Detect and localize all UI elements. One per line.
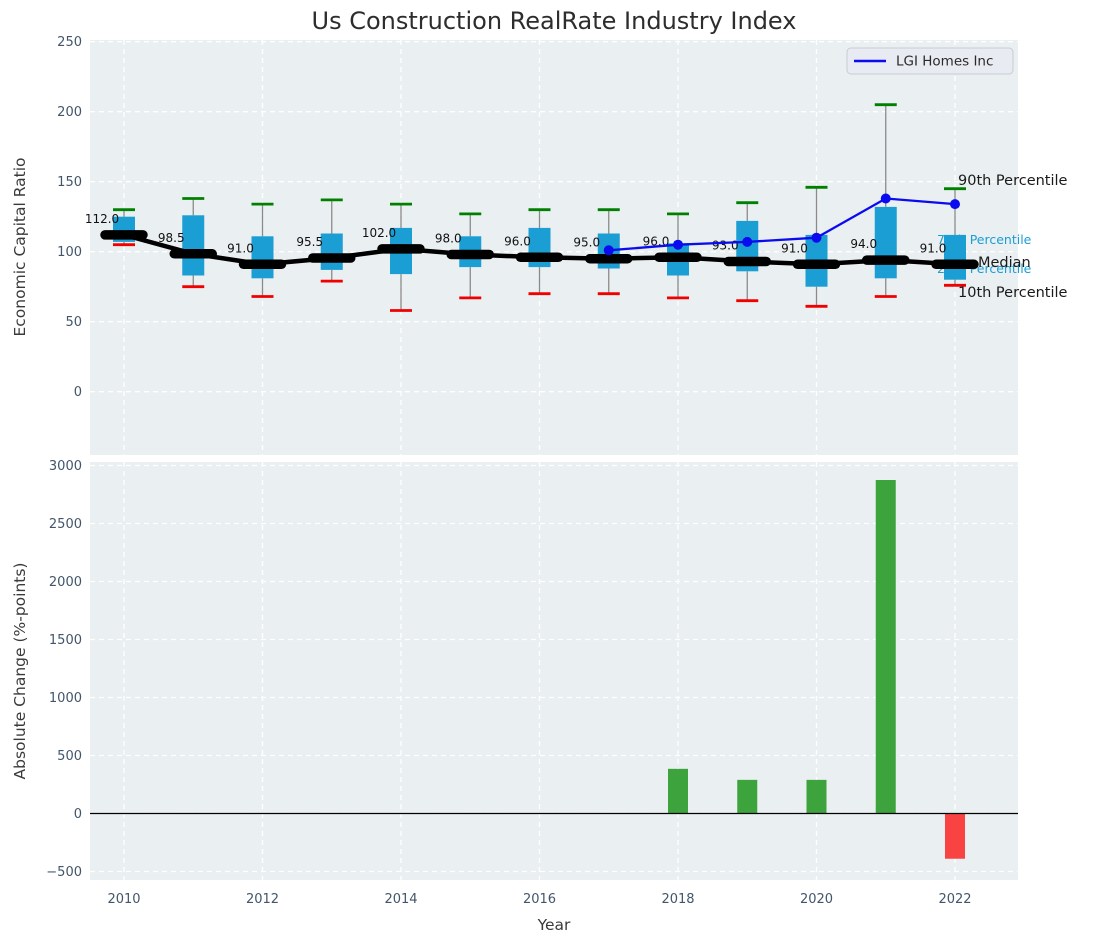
lgi-marker [604,245,614,255]
median-value-label: 93.0 [712,239,739,253]
annotation-median: Median [978,255,1031,271]
median-value-label: 112.0 [85,212,119,226]
median-value-label: 91.0 [781,241,808,255]
median-value-label: 96.0 [504,234,531,248]
legend: LGI Homes Inc [847,48,1013,74]
x-axis-label: Year [537,916,571,934]
chart-canvas: 75th Percentile 25th Percentile Median 1… [0,0,1093,942]
bottom-y-tick-label: 500 [57,749,82,764]
top-y-tick-label: 50 [65,315,82,330]
x-tick-label: 2010 [107,892,140,907]
bar-positive [737,780,757,814]
median-value-label: 95.5 [296,235,323,249]
median-value-label: 91.0 [920,241,947,255]
lgi-marker [742,237,752,247]
bar-positive [876,480,896,814]
annotation-90th-percentile: 90th Percentile [958,173,1068,189]
top-y-axis-label: Economic Capital Ratio [11,157,29,336]
bar-negative [945,814,965,859]
x-tick-label: 2016 [523,892,556,907]
top-y-tick-label: 250 [57,35,82,50]
x-tick-label: 2012 [246,892,279,907]
x-tick-label: 2020 [800,892,833,907]
chart-title: Us Construction RealRate Industry Index [312,7,797,35]
legend-label: LGI Homes Inc [896,54,993,70]
x-tick-label: 2022 [938,892,971,907]
iqr-box [182,215,204,275]
bottom-y-tick-label: 1500 [49,633,82,648]
iqr-box [321,234,343,270]
iqr-box [875,207,897,278]
bottom-y-axis-label: Absolute Change (%-points) [11,563,29,780]
top-y-tick-label: 0 [74,385,82,400]
bottom-y-tick-label: 0 [74,807,82,822]
top-y-tick-label: 200 [57,105,82,120]
iqr-box [944,235,966,280]
bar-positive [807,780,827,814]
iqr-box [252,236,274,278]
lgi-marker [881,194,891,204]
top-y-tick-label: 150 [57,175,82,190]
lgi-marker [950,199,960,209]
figure: 75th Percentile 25th Percentile Median 1… [0,0,1093,942]
lgi-marker [812,233,822,243]
bar-positive [668,769,688,814]
median-value-label: 98.5 [158,231,185,245]
median-value-label: 102.0 [362,226,396,240]
bottom-y-tick-label: −500 [46,865,82,880]
median-value-label: 98.0 [435,232,462,246]
x-tick-label: 2018 [661,892,694,907]
annotation-10th-percentile: 10th Percentile [958,285,1068,301]
bottom-y-tick-label: 1000 [49,691,82,706]
bottom-y-tick-label: 2000 [49,575,82,590]
median-value-label: 95.0 [573,236,600,250]
top-y-tick-label: 100 [57,245,82,260]
bottom-y-tick-label: 3000 [49,459,82,474]
bottom-y-tick-label: 2500 [49,517,82,532]
median-value-label: 91.0 [227,241,254,255]
x-tick-label: 2014 [384,892,417,907]
lgi-marker [673,240,683,250]
median-value-label: 94.0 [850,237,877,251]
